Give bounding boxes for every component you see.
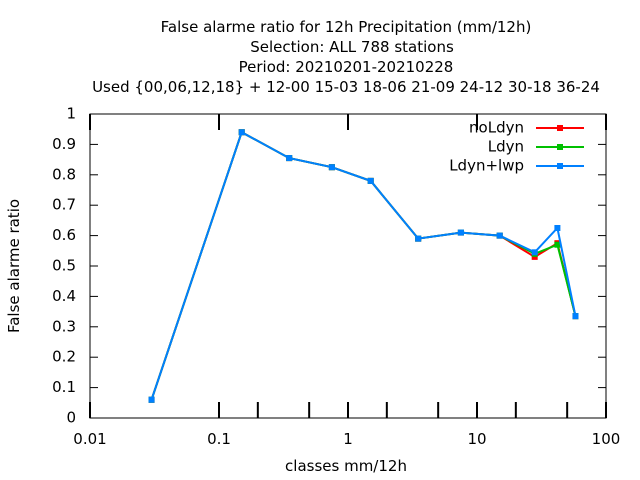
- x-tick-label: 0.01: [73, 430, 106, 448]
- data-point-Ldyn+lwp: [415, 235, 422, 242]
- title-line-3: Period: 20210201-20210228: [239, 58, 454, 76]
- y-tick-label: 0.7: [52, 196, 76, 214]
- data-point-Ldyn+lwp: [496, 232, 503, 239]
- data-point-Ldyn+lwp: [148, 396, 155, 403]
- series-layer: [148, 129, 579, 403]
- legend-marker: [557, 125, 563, 131]
- x-tick-label: 0.1: [207, 430, 231, 448]
- y-tick-label: 0.8: [52, 165, 76, 183]
- x-tick-label: 10: [467, 430, 486, 448]
- legend-label: Ldyn+lwp: [449, 157, 524, 175]
- legend-marker: [557, 144, 563, 150]
- data-point-noLdyn: [531, 253, 538, 260]
- data-point-Ldyn+lwp: [572, 313, 579, 320]
- plot-frame: [89, 113, 607, 419]
- title-line-1: False alarme ratio for 12h Precipitation…: [161, 18, 532, 36]
- y-axis: 0 0.1 0.2 0.3 0.4 0.5 0.6 0.7 0.8 0.9 1: [52, 105, 606, 427]
- y-tick-label: 0.9: [52, 135, 76, 153]
- x-tick-label: 100: [592, 430, 621, 448]
- title-line-4: Used {00,06,12,18} + 12-00 15-03 18-06 2…: [92, 78, 600, 96]
- y-tick-label: 0.4: [52, 287, 76, 305]
- x-axis: 0.01 0.1 1 10 100: [73, 114, 620, 448]
- y-tick-label: 0.2: [52, 348, 76, 366]
- y-tick-label: 0.3: [52, 317, 76, 335]
- y-tick-label: 0.5: [52, 257, 76, 275]
- data-point-Ldyn+lwp: [554, 225, 561, 231]
- data-point-Ldyn+lwp: [367, 177, 374, 184]
- y-axis-label: False alarme ratio: [5, 199, 23, 333]
- legend-marker: [557, 163, 563, 169]
- data-point-Ldyn+lwp: [531, 249, 538, 256]
- legend-label: Ldyn: [488, 138, 524, 156]
- data-point-Ldyn+lwp: [238, 129, 245, 136]
- y-tick-label: 0: [66, 409, 76, 427]
- legend-label: noLdyn: [469, 119, 524, 137]
- data-point-Ldyn+lwp: [457, 229, 464, 236]
- data-point-Ldyn+lwp: [286, 155, 293, 162]
- y-tick-label: 0.1: [52, 378, 76, 396]
- y-tick-label: 1: [66, 105, 76, 123]
- title-line-2: Selection: ALL 788 stations: [250, 38, 454, 56]
- data-point-Ldyn+lwp: [328, 164, 335, 171]
- x-axis-label: classes mm/12h: [285, 457, 407, 475]
- y-tick-label: 0.6: [52, 226, 76, 244]
- x-tick-label: 1: [343, 430, 353, 448]
- chart-title: False alarme ratio for 12h Precipitation…: [92, 18, 600, 96]
- data-point-Ldyn: [554, 241, 561, 248]
